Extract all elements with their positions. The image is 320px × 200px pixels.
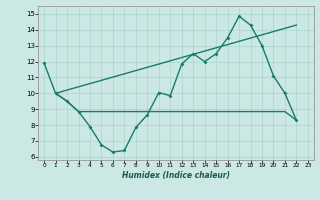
X-axis label: Humidex (Indice chaleur): Humidex (Indice chaleur) [122,171,230,180]
